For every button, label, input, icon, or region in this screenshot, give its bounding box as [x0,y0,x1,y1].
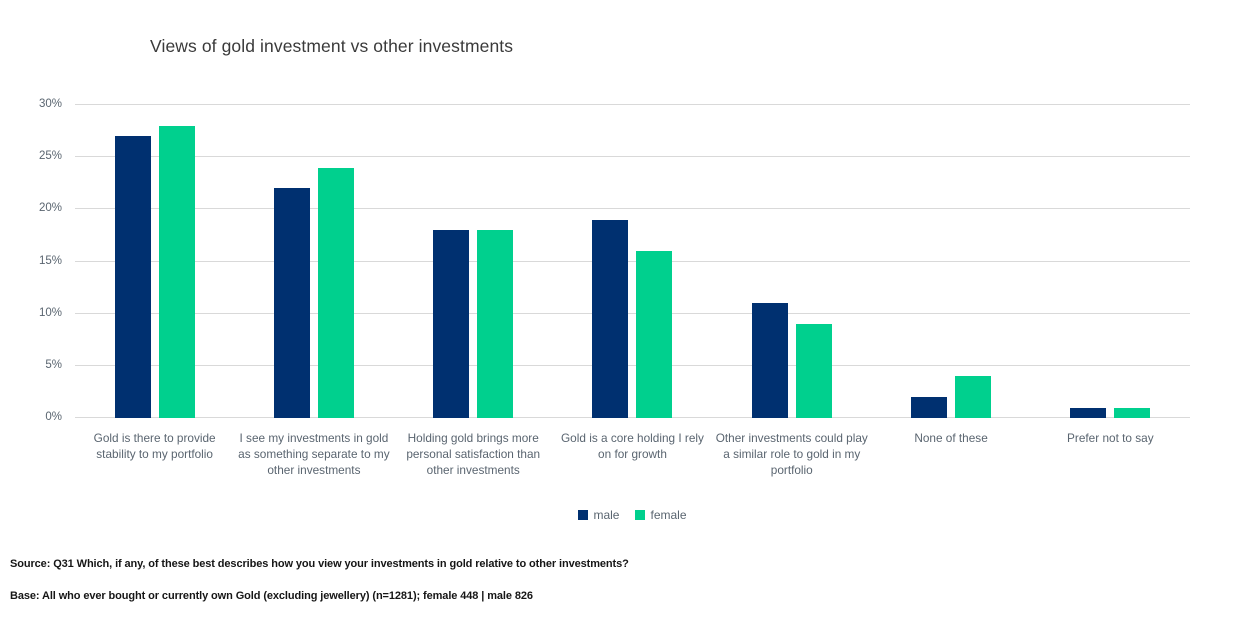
category-label-2: I see my investments in gold as somethin… [238,431,390,477]
bar-male-1 [114,136,151,418]
gridline-15: 15% [39,255,1190,267]
bar-group-3 [394,105,553,418]
bars-layer [75,105,1190,418]
category-label-7: Prefer not to say [1067,431,1154,445]
y-tick-label-20: 20% [38,202,62,215]
bar-male-4 [592,219,629,418]
y-tick-label-15: 15% [38,254,62,267]
bar-female-4 [636,251,673,418]
bar-group-1 [75,105,234,418]
gridline-30: 30% [39,98,1190,110]
gridline-5: 5% [45,359,1190,371]
chart-title: Views of gold investment vs other invest… [150,36,514,56]
gridline-20: 20% [39,202,1190,214]
bar-male-3 [433,230,470,418]
category-label-3: Holding gold brings more personal satisf… [406,431,541,477]
legend-label-female: female [650,508,687,522]
gridline-10: 10% [39,307,1190,319]
gridline-25: 25% [39,150,1190,162]
bar-male-5 [751,303,788,418]
bar-group-6 [871,105,1030,418]
legend-item-female: female [635,508,687,522]
legend-item-male: male [578,508,619,522]
bar-group-5 [712,105,871,418]
legend-swatch-male [578,510,589,520]
bar-group-2 [234,105,393,418]
x-axis-labels: Gold is there to provide stability to my… [75,430,1190,478]
legend-swatch-female [635,510,646,520]
category-label-1: Gold is there to provide stability to my… [93,431,216,461]
category-label-5: Other investments could play a similar r… [715,431,868,477]
bar-male-6 [911,397,948,418]
bar-male-2 [273,188,310,418]
bar-group-4 [553,105,712,418]
bar-female-6 [955,376,992,418]
legend-label-male: male [593,508,620,522]
y-tick-label-0: 0% [45,411,62,423]
bar-male-7 [1070,407,1107,418]
y-tick-label-5: 5% [45,358,62,371]
gridline-0: 0% [45,411,1190,423]
legend: male female [75,508,1190,522]
source-note: Source: Q31 Which, if any, of these best… [10,558,629,570]
y-tick-label-25: 25% [38,150,62,163]
bar-female-3 [477,230,514,418]
base-note: Base: All who ever bought or currently o… [10,590,533,602]
bar-female-5 [795,324,832,418]
y-tick-label-10: 10% [38,306,62,319]
bar-female-2 [317,167,354,418]
category-label-4: Gold is a core holding I rely on for gro… [561,431,704,461]
bar-female-7 [1114,407,1151,418]
bar-group-7 [1031,105,1190,418]
category-label-6: None of these [914,431,988,445]
plot-area: 0% 5% 10% 15% 20% 25% 30% [39,98,1190,423]
y-tick-label-30: 30% [38,98,62,110]
bar-female-1 [158,125,195,418]
